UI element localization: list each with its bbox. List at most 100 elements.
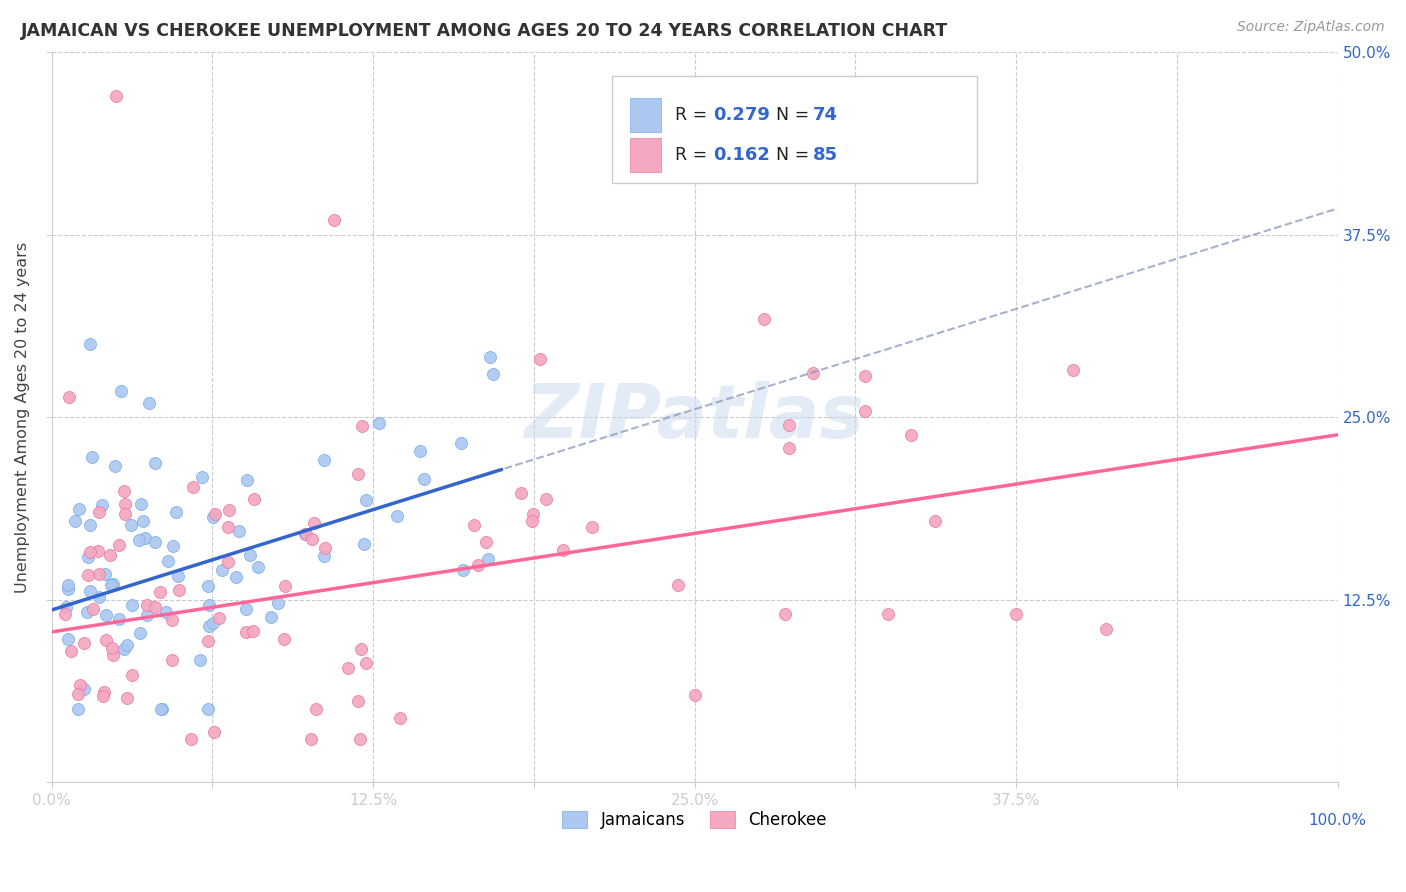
- Point: [853, 404, 876, 418]
- Point: [529, 351, 551, 366]
- Point: [202, 725, 225, 739]
- Point: [94, 632, 117, 647]
- Point: [773, 607, 796, 622]
- Point: [260, 610, 283, 624]
- Point: [299, 731, 322, 746]
- Point: [218, 503, 240, 517]
- Point: [166, 568, 188, 582]
- Point: [235, 602, 257, 616]
- Legend: Jamaicans, Cherokee: Jamaicans, Cherokee: [555, 805, 834, 836]
- Point: [450, 435, 472, 450]
- Point: [103, 576, 125, 591]
- Point: [274, 579, 297, 593]
- Point: [754, 311, 776, 326]
- Point: [522, 507, 544, 521]
- Point: [208, 611, 231, 625]
- Point: [683, 688, 706, 702]
- Point: [89, 505, 111, 519]
- Point: [350, 418, 373, 433]
- Point: [67, 501, 90, 516]
- Point: [477, 551, 499, 566]
- Point: [73, 635, 96, 649]
- Point: [150, 702, 173, 716]
- Point: [247, 559, 270, 574]
- Point: [135, 598, 157, 612]
- Point: [56, 578, 79, 592]
- Point: [76, 605, 98, 619]
- Point: [93, 566, 115, 581]
- Point: [273, 632, 295, 647]
- Point: [107, 612, 129, 626]
- Point: [110, 384, 132, 398]
- Point: [451, 563, 474, 577]
- Point: [115, 638, 138, 652]
- Point: [385, 508, 408, 523]
- Point: [120, 518, 142, 533]
- Point: [73, 681, 96, 696]
- Point: [350, 641, 373, 656]
- Point: [114, 497, 136, 511]
- Point: [389, 711, 412, 725]
- Text: N =: N =: [776, 106, 815, 124]
- Point: [479, 350, 502, 364]
- Point: [67, 702, 90, 716]
- Point: [58, 582, 80, 596]
- Text: R =: R =: [675, 106, 713, 124]
- Point: [354, 492, 377, 507]
- Point: [143, 535, 166, 549]
- Point: [353, 537, 375, 551]
- Point: [1095, 622, 1118, 636]
- Point: [156, 554, 179, 568]
- Point: [302, 516, 325, 530]
- Point: [104, 89, 127, 103]
- Point: [98, 548, 121, 562]
- Point: [1005, 607, 1028, 622]
- Point: [121, 668, 143, 682]
- Point: [129, 498, 152, 512]
- Point: [197, 579, 219, 593]
- Point: [169, 583, 191, 598]
- Point: [79, 518, 101, 533]
- Point: [180, 731, 202, 746]
- Point: [145, 600, 167, 615]
- Point: [1062, 363, 1084, 377]
- Point: [853, 369, 876, 384]
- Point: [294, 527, 316, 541]
- Text: R =: R =: [675, 146, 713, 164]
- Point: [412, 473, 434, 487]
- Point: [160, 653, 183, 667]
- Point: [197, 633, 219, 648]
- Point: [236, 473, 259, 487]
- Point: [93, 685, 115, 699]
- Point: [204, 507, 226, 521]
- Point: [409, 443, 432, 458]
- Point: [58, 391, 80, 405]
- Point: [217, 555, 239, 569]
- Point: [349, 731, 371, 746]
- Point: [294, 527, 316, 541]
- Y-axis label: Unemployment Among Ages 20 to 24 years: Unemployment Among Ages 20 to 24 years: [15, 242, 30, 593]
- Point: [900, 428, 922, 442]
- Point: [235, 625, 257, 640]
- Point: [336, 661, 359, 675]
- Point: [201, 509, 224, 524]
- Point: [242, 624, 264, 639]
- Point: [202, 615, 225, 630]
- Point: [149, 702, 172, 716]
- Text: 85: 85: [813, 146, 838, 164]
- Point: [79, 544, 101, 558]
- Point: [197, 702, 219, 716]
- Point: [228, 524, 250, 538]
- Point: [475, 535, 498, 549]
- Point: [314, 541, 336, 556]
- Point: [90, 499, 112, 513]
- Point: [112, 641, 135, 656]
- Point: [553, 543, 575, 558]
- Point: [481, 367, 503, 381]
- Point: [79, 337, 101, 351]
- Point: [55, 599, 77, 614]
- Point: [778, 441, 800, 455]
- Point: [217, 520, 239, 534]
- Point: [312, 453, 335, 467]
- Text: N =: N =: [776, 146, 815, 164]
